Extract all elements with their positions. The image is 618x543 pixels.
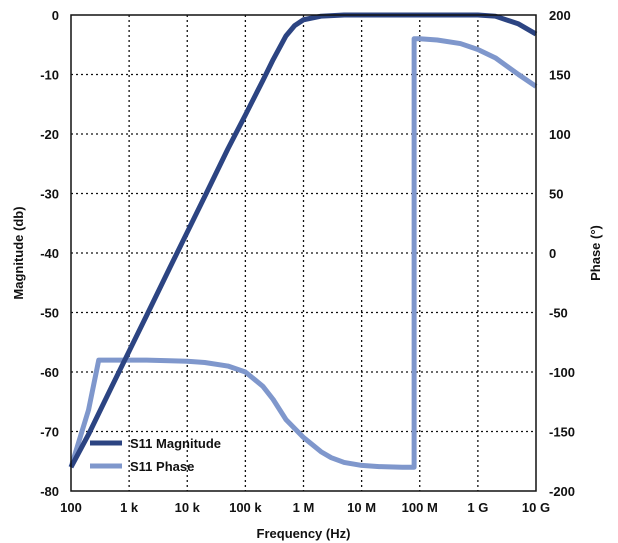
x-axis-title: Frequency (Hz) <box>257 526 351 541</box>
x-tick-label: 1 k <box>120 500 139 515</box>
left-y-tick-label: -80 <box>40 484 59 499</box>
left-y-tick-label: -10 <box>40 68 59 83</box>
right-y-tick-label: 150 <box>549 68 571 83</box>
left-y-axis-title: Magnitude (db) <box>11 206 26 299</box>
left-y-tick-label: -40 <box>40 246 59 261</box>
right-y-tick-label: -100 <box>549 365 575 380</box>
x-tick-label: 100 <box>60 500 82 515</box>
x-tick-label: 100 M <box>402 500 438 515</box>
left-y-tick-label: -50 <box>40 306 59 321</box>
left-y-tick-label: -70 <box>40 425 59 440</box>
right-y-tick-label: -150 <box>549 425 575 440</box>
right-y-tick-label: -50 <box>549 306 568 321</box>
x-tick-label: 10 M <box>347 500 376 515</box>
x-tick-label: 1 M <box>293 500 315 515</box>
grid-lines <box>71 15 536 491</box>
left-y-tick-label: -20 <box>40 127 59 142</box>
series-line-s11-phase <box>68 36 538 470</box>
right-y-axis-title: Phase (°) <box>588 225 603 281</box>
x-tick-label: 10 k <box>175 500 201 515</box>
x-tick-label: 100 k <box>229 500 262 515</box>
right-y-tick-label: 50 <box>549 187 563 202</box>
left-y-tick-label: -30 <box>40 187 59 202</box>
x-tick-label: 10 G <box>522 500 550 515</box>
tick-labels: 100 1 k 10 k 100 k 1 M 10 M 100 M 1 G 10 G 0 -10 -2… <box>40 8 575 515</box>
x-tick-label: 1 G <box>467 500 488 515</box>
left-y-tick-label: -60 <box>40 365 59 380</box>
legend: S11 Magnitude S11 Phase <box>90 436 221 474</box>
right-y-tick-label: 200 <box>549 8 571 23</box>
legend-label-s11-phase: S11 Phase <box>130 459 194 474</box>
plot-frame <box>70 14 537 492</box>
left-y-tick-label: 0 <box>52 8 59 23</box>
right-y-tick-label: 100 <box>549 127 571 142</box>
right-y-tick-label: 0 <box>549 246 556 261</box>
right-y-tick-label: -200 <box>549 484 575 499</box>
legend-label-s11-magnitude: S11 Magnitude <box>130 436 221 451</box>
